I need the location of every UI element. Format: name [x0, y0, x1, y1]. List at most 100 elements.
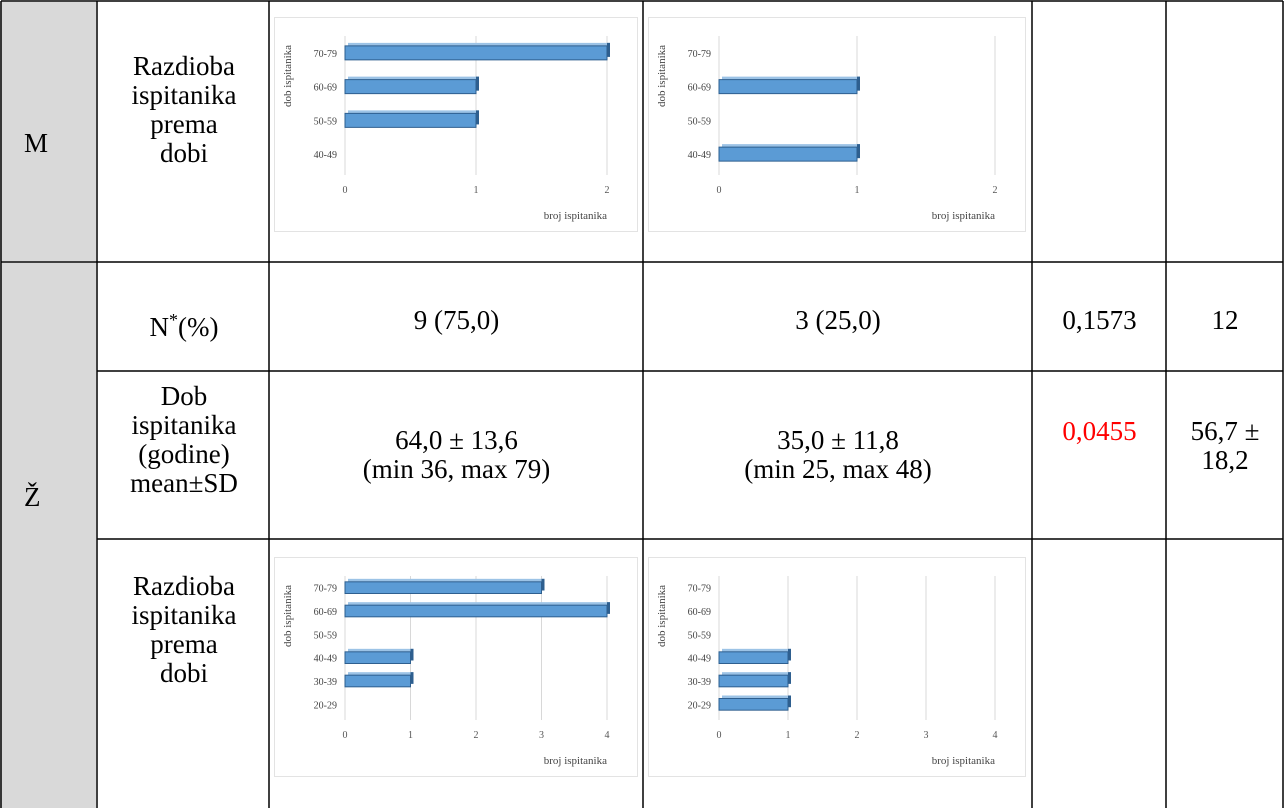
label-line: dobi [159, 138, 208, 168]
y-tick-label: 70-79 [688, 49, 711, 60]
bar-chart-svg: 0 1 2 3 4 dob ispitanika broj ispitanika 70-79 6… [282, 576, 610, 767]
age-total-line: 56,7 ± [1190, 416, 1260, 446]
y-tick-label: 60-69 [314, 83, 337, 94]
label-line: mean±SD [130, 468, 238, 498]
n-suffix: (%) [178, 312, 219, 342]
label-line: prema [150, 629, 218, 659]
n-col1-value: 9 (75,0) [413, 305, 500, 335]
bar [718, 648, 791, 665]
label-line: (godine) [138, 439, 230, 469]
x-axis-label: broj ispitanika [932, 210, 995, 222]
bar [344, 602, 610, 618]
label-line: ispitanika [131, 80, 237, 110]
x-tick-label: 1 [408, 730, 413, 741]
x-tick-label: 2 [474, 730, 479, 741]
bar-chart-svg: 0 1 2 dob ispitanika broj ispitanika 70-79 60-… [282, 36, 610, 222]
chart-m-group2: 0 1 2 dob ispitanika broj ispitanika 70-79 60-… [648, 17, 1026, 232]
y-axis-label: dob ispitanika [282, 585, 294, 647]
age-total-value: 56,7 ± 18,2 [1167, 417, 1283, 475]
y-tick-label: 70-79 [314, 49, 337, 60]
y-tick-label: 40-49 [314, 654, 337, 665]
chart-z-group1: 0 1 2 3 4 dob ispitanika broj ispitanika 70-79 6… [274, 557, 638, 777]
bar [718, 76, 860, 95]
y-tick-label: 50-59 [314, 116, 337, 127]
row-label-n-percent: N*(%) [100, 306, 268, 342]
age-range: (min 36, max 79) [362, 454, 551, 484]
x-axis-label: broj ispitanika [544, 755, 607, 767]
row-label-age: Dob ispitanika (godine) mean±SD [100, 382, 268, 498]
x-tick-label: 2 [855, 730, 860, 741]
x-tick-label: 0 [717, 185, 722, 196]
y-axis-label: dob ispitanika [656, 585, 668, 647]
bar [344, 76, 479, 95]
bar [718, 144, 860, 162]
bar-chart-svg: 0 1 2 dob ispitanika broj ispitanika 70-79 60-… [656, 36, 998, 222]
label-line: Razdioba [133, 51, 235, 81]
y-tick-label: 40-49 [688, 150, 711, 161]
label-line: Razdioba [133, 571, 235, 601]
y-tick-label: 30-39 [688, 677, 711, 688]
y-axis-label: dob ispitanika [656, 45, 668, 107]
x-tick-label: 0 [717, 730, 722, 741]
n-label: N [149, 312, 170, 342]
age-col2-value: 35,0 ± 11,8 (min 25, max 48) [644, 426, 1032, 484]
y-tick-label: 30-39 [314, 677, 337, 688]
n-sup: * [169, 310, 178, 330]
y-tick-label: 70-79 [688, 584, 711, 595]
chart-m-group1: 0 1 2 dob ispitanika broj ispitanika 70-79 60-… [274, 17, 638, 232]
row-label-z-distribution: Razdioba ispitanika prema dobi [100, 572, 268, 688]
group-column-z [0, 263, 96, 808]
x-tick-label: 0 [343, 730, 348, 741]
y-tick-label: 20-29 [314, 700, 337, 711]
group-label-m: M [24, 128, 49, 158]
y-tick-label: 50-59 [688, 116, 711, 127]
y-tick-label: 20-29 [688, 700, 711, 711]
n-p-value: 0,1573 [1062, 305, 1137, 335]
bar [344, 42, 610, 61]
label-line: ispitanika [131, 410, 237, 440]
age-total-line: 18,2 [1201, 445, 1249, 475]
age-p-value: 0,0455 [1062, 416, 1137, 446]
chart-z-group2: 0 1 2 3 4 dob ispitanika broj ispitanika 70-79 6… [648, 557, 1026, 777]
label-line: prema [150, 109, 218, 139]
x-tick-label: 3 [539, 730, 544, 741]
bar-chart-svg: 0 1 2 3 4 dob ispitanika broj ispitanika 70-79 6… [656, 576, 998, 767]
bar [344, 110, 479, 128]
y-axis-label: dob ispitanika [282, 45, 294, 107]
x-tick-label: 2 [993, 185, 998, 196]
x-tick-label: 1 [786, 730, 791, 741]
y-tick-label: 70-79 [314, 584, 337, 595]
bar [718, 695, 791, 711]
bar [344, 672, 414, 688]
label-line: ispitanika [131, 600, 237, 630]
y-tick-label: 50-59 [688, 630, 711, 641]
x-tick-label: 4 [605, 730, 610, 741]
label-line: dobi [159, 658, 208, 688]
age-col1-value: 64,0 ± 13,6 (min 36, max 79) [270, 426, 643, 484]
n-col2-value: 3 (25,0) [795, 305, 881, 335]
age-range: (min 25, max 48) [744, 454, 932, 484]
group-column-m [0, 2, 96, 261]
row-label-m-distribution: Razdioba ispitanika prema dobi [100, 52, 268, 168]
n-total-value: 12 [1211, 305, 1239, 335]
bar [718, 672, 791, 688]
x-axis-label: broj ispitanika [544, 210, 607, 222]
x-tick-label: 2 [605, 185, 610, 196]
x-tick-label: 3 [924, 730, 929, 741]
label-line: Dob [160, 381, 208, 411]
group-label-z: Ž [24, 482, 41, 512]
y-tick-label: 40-49 [688, 654, 711, 665]
y-tick-label: 40-49 [314, 150, 337, 161]
x-tick-label: 1 [855, 185, 860, 196]
age-mean: 35,0 ± 11,8 [777, 425, 899, 455]
x-tick-label: 4 [993, 730, 998, 741]
age-mean: 64,0 ± 13,6 [395, 425, 518, 455]
y-tick-label: 60-69 [688, 83, 711, 94]
x-axis-label: broj ispitanika [932, 755, 995, 767]
bar [344, 648, 414, 665]
bar [344, 578, 545, 595]
y-tick-label: 60-69 [314, 607, 337, 618]
x-tick-label: 1 [474, 185, 479, 196]
x-tick-label: 0 [343, 185, 348, 196]
